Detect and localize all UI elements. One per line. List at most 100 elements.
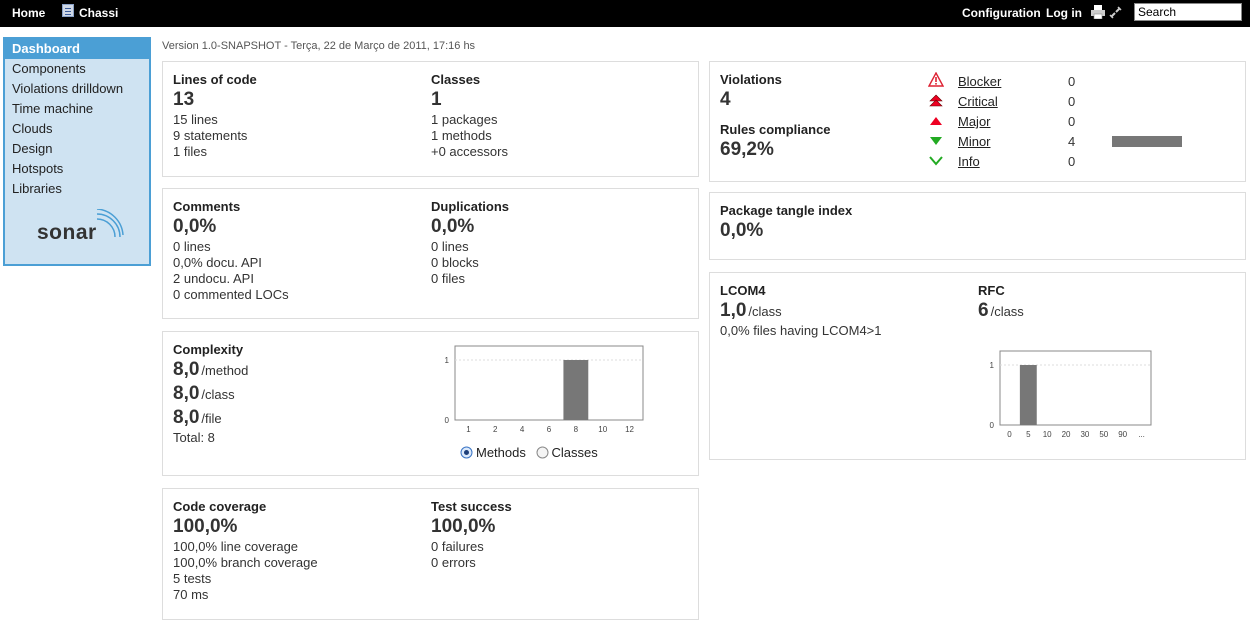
classes-packages[interactable]: 1 packages — [431, 112, 498, 127]
search-input[interactable] — [1134, 3, 1242, 21]
comments-value[interactable]: 0,0% — [173, 216, 217, 237]
classes-label: Classes — [431, 72, 481, 87]
tangle-label: Package tangle index — [720, 203, 853, 218]
login-link[interactable]: Log in — [1046, 6, 1082, 20]
sidebar-item-violations-drilldown[interactable]: Violations drilldown — [12, 81, 124, 96]
x-tick-label: 50 — [1099, 430, 1108, 439]
x-tick-label: 5 — [1026, 430, 1031, 439]
blocker-count: 0 — [1068, 74, 1076, 89]
lcom-value[interactable]: 1,0/class — [720, 300, 782, 321]
duplications-lines[interactable]: 0 lines — [431, 239, 469, 254]
sidebar-item-libraries[interactable]: Libraries — [12, 181, 62, 196]
permalink-icon[interactable] — [1108, 5, 1123, 20]
complexity-label: Complexity — [173, 342, 244, 357]
complexity-per-method[interactable]: 8,0/method — [173, 359, 249, 380]
y-tick-label: 0 — [445, 416, 450, 425]
tests-duration[interactable]: 70 ms — [173, 587, 209, 602]
radio-selected-icon — [460, 446, 473, 459]
lcom-note[interactable]: 0,0% files having LCOM4>1 — [720, 323, 882, 338]
sidebar-item-dashboard[interactable]: Dashboard — [5, 39, 149, 59]
minor-link[interactable]: Minor — [958, 134, 991, 149]
sidebar-item-time-machine[interactable]: Time machine — [12, 101, 94, 116]
project-icon — [62, 4, 74, 17]
classes-methods[interactable]: 1 methods — [431, 128, 492, 143]
comments-docu-api[interactable]: 0,0% docu. API — [173, 255, 262, 270]
branch-coverage[interactable]: 100,0% branch coverage — [173, 555, 318, 570]
tests-count[interactable]: 5 tests — [173, 571, 212, 586]
radio-methods[interactable]: Methods — [460, 445, 526, 460]
sidebar-item-components[interactable]: Components — [12, 61, 86, 76]
rfc-value[interactable]: 6/class — [978, 300, 1024, 321]
rfc-distribution-chart[interactable]: 010 5 10 20 30 50 90... — [970, 347, 1160, 443]
sidebar-item-design[interactable]: Design — [12, 141, 53, 156]
critical-icon — [929, 94, 943, 107]
sidebar-item-clouds[interactable]: Clouds — [12, 121, 53, 136]
info-icon — [929, 156, 943, 166]
tangle-value[interactable]: 0,0% — [720, 220, 764, 241]
info-count: 0 — [1068, 154, 1076, 169]
test-failures[interactable]: 0 failures — [431, 539, 484, 554]
comments-lines[interactable]: 0 lines — [173, 239, 211, 254]
chart-plot-area — [454, 345, 644, 421]
blocker-icon — [928, 72, 944, 87]
test-success-value[interactable]: 100,0% — [431, 516, 496, 537]
print-icon[interactable] — [1090, 5, 1106, 19]
chart-bar-5 — [1019, 365, 1037, 425]
minor-icon — [930, 137, 942, 145]
major-link[interactable]: Major — [958, 114, 991, 129]
comments-undocu-api[interactable]: 2 undocu. API — [173, 271, 254, 286]
duplications-blocks[interactable]: 0 blocks — [431, 255, 479, 270]
duplications-files[interactable]: 0 files — [431, 271, 465, 286]
line-coverage[interactable]: 100,0% line coverage — [173, 539, 299, 554]
x-tick-label: 30 — [1080, 430, 1089, 439]
complexity-distribution-chart[interactable]: 011 2 4 6 8 10 12 — [433, 342, 653, 438]
loc-lines[interactable]: 15 lines — [173, 112, 218, 127]
duplications-value[interactable]: 0,0% — [431, 216, 475, 237]
complexity-per-file[interactable]: 8,0/file — [173, 407, 222, 428]
duplications-label: Duplications — [431, 199, 510, 214]
lcom-label: LCOM4 — [720, 283, 766, 298]
radio-classes[interactable]: Classes — [536, 445, 598, 460]
classes-accessors[interactable]: +0 accessors — [431, 144, 508, 159]
sidebar-item-hotspots[interactable]: Hotspots — [12, 161, 64, 176]
info-link[interactable]: Info — [958, 154, 980, 169]
size-widget: Lines of code 13 15 lines 9 statements 1… — [162, 61, 699, 177]
x-tick-label: ... — [1138, 430, 1145, 439]
x-tick-label: 6 — [547, 425, 552, 434]
y-tick-label: 1 — [990, 361, 995, 370]
home-link[interactable]: Home — [12, 6, 46, 20]
comments-commented-locs[interactable]: 0 commented LOCs — [173, 287, 289, 302]
version-text: Version 1.0-SNAPSHOT - Terça, 22 de Març… — [162, 40, 476, 52]
project-link[interactable]: Chassi — [79, 6, 119, 20]
rules-compliance-value[interactable]: 69,2% — [720, 139, 774, 160]
radio-unselected-icon — [536, 446, 548, 459]
critical-count: 0 — [1068, 94, 1076, 109]
loc-label: Lines of code — [173, 72, 257, 87]
sonar-waves-icon — [96, 209, 124, 238]
complexity-per-class[interactable]: 8,0/class — [173, 383, 235, 404]
loc-value[interactable]: 13 — [173, 89, 195, 110]
violations-value[interactable]: 4 — [720, 89, 731, 110]
configuration-link[interactable]: Configuration — [962, 6, 1041, 20]
complexity-widget: Complexity 8,0/method 8,0/class 8,0/file… — [162, 331, 699, 476]
comments-label: Comments — [173, 199, 241, 214]
comments-widget: Comments 0,0% 0 lines 0,0% docu. API 2 u… — [162, 188, 699, 319]
lcom-widget: LCOM4 1,0/class 0,0% files having LCOM4>… — [709, 272, 1246, 460]
critical-link[interactable]: Critical — [958, 94, 998, 109]
top-bar: Home Chassi Configuration Log in — [0, 0, 1250, 27]
violations-widget: Violations 4 Rules compliance 69,2% Bloc… — [709, 61, 1246, 182]
rfc-label: RFC — [978, 283, 1005, 298]
coverage-value[interactable]: 100,0% — [173, 516, 238, 537]
test-errors[interactable]: 0 errors — [431, 555, 476, 570]
classes-value[interactable]: 1 — [431, 89, 442, 110]
x-tick-label: 10 — [1043, 430, 1052, 439]
x-tick-label: 10 — [598, 425, 607, 434]
loc-statements[interactable]: 9 statements — [173, 128, 248, 143]
y-tick-label: 0 — [990, 421, 995, 430]
x-tick-label: 2 — [493, 425, 498, 434]
loc-files[interactable]: 1 files — [173, 144, 207, 159]
test-success-label: Test success — [431, 499, 512, 514]
sonar-logo[interactable]: sonar — [35, 209, 125, 254]
complexity-total: Total: 8 — [173, 430, 215, 445]
blocker-link[interactable]: Blocker — [958, 74, 1002, 89]
